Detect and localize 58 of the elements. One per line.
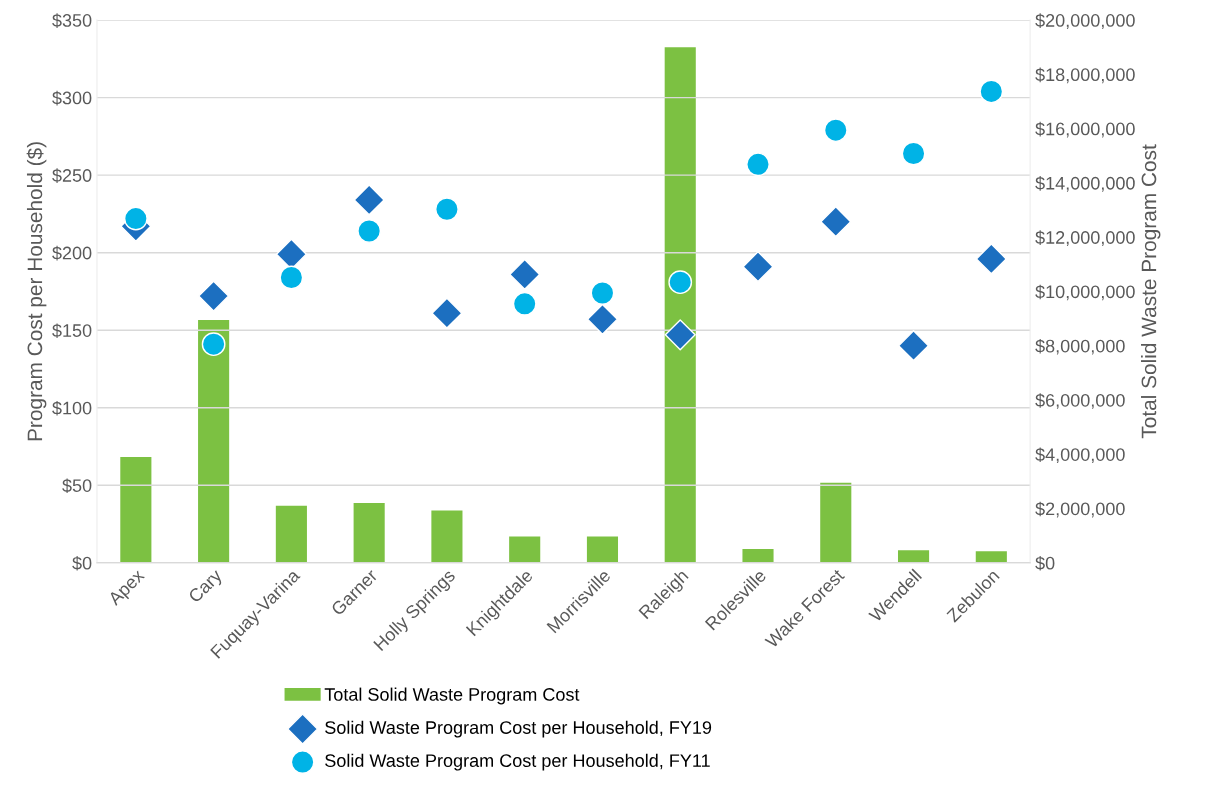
y-axis-title: Program Cost per Household ($) bbox=[26, 142, 47, 441]
point bbox=[201, 332, 226, 357]
point bbox=[512, 291, 537, 316]
point bbox=[198, 280, 230, 312]
bar bbox=[820, 482, 852, 563]
y-tick-label: $350 bbox=[52, 13, 92, 28]
bar bbox=[975, 551, 1007, 563]
y2-tick-label: $10,000,000 bbox=[1035, 284, 1135, 301]
point bbox=[897, 330, 930, 362]
bar bbox=[431, 510, 463, 563]
y-tick-label: $0 bbox=[72, 555, 92, 571]
point bbox=[431, 297, 463, 329]
legend-label: Total Solid Waste Program Cost bbox=[324, 687, 580, 705]
point bbox=[823, 118, 848, 143]
point bbox=[123, 206, 148, 231]
y2-tick-label: $4,000,000 bbox=[1035, 447, 1125, 464]
point bbox=[668, 270, 693, 295]
legend-label: Solid Waste Program Cost per Household, FY19 bbox=[325, 720, 712, 738]
point bbox=[820, 206, 852, 238]
bar bbox=[586, 536, 619, 563]
point bbox=[979, 79, 1004, 104]
point bbox=[586, 303, 619, 335]
y2-tick-label: $16,000,000 bbox=[1035, 121, 1135, 138]
y2-tick-label: $12,000,000 bbox=[1035, 230, 1135, 247]
point bbox=[975, 243, 1007, 275]
point bbox=[664, 319, 696, 351]
y2-axis-title: Total Solid Waste Program Cost bbox=[1141, 144, 1161, 439]
bar bbox=[120, 456, 152, 563]
y2-tick-label: $2,000,000 bbox=[1035, 501, 1125, 518]
y-tick-label: $200 bbox=[52, 245, 92, 261]
point bbox=[357, 219, 382, 243]
y2-tick-label: $18,000,000 bbox=[1035, 67, 1135, 84]
y2-tick-label: $0 bbox=[1035, 555, 1055, 571]
point bbox=[279, 265, 304, 290]
bar bbox=[353, 503, 385, 563]
point bbox=[509, 258, 541, 290]
y2-tick-label: $14,000,000 bbox=[1035, 176, 1135, 192]
point bbox=[353, 184, 385, 216]
point bbox=[590, 281, 615, 305]
bar bbox=[664, 47, 696, 563]
legend-label: Solid Waste Program Cost per Household, FY11 bbox=[325, 753, 710, 771]
bar bbox=[509, 536, 541, 563]
point bbox=[746, 152, 770, 177]
point bbox=[435, 197, 459, 222]
y-tick-label: $50 bbox=[62, 478, 92, 494]
bar bbox=[742, 548, 774, 563]
bar bbox=[275, 505, 307, 563]
point bbox=[901, 141, 926, 166]
bar bbox=[198, 319, 230, 563]
point bbox=[742, 251, 774, 283]
bar bbox=[897, 550, 930, 563]
y-tick-label: $150 bbox=[52, 323, 92, 339]
y-tick-label: $100 bbox=[52, 400, 92, 416]
y-tick-label: $250 bbox=[52, 168, 92, 183]
y2-tick-label: $6,000,000 bbox=[1035, 393, 1125, 409]
y-tick-label: $300 bbox=[52, 90, 92, 106]
y2-tick-label: $20,000,000 bbox=[1035, 13, 1135, 29]
y2-tick-label: $8,000,000 bbox=[1035, 338, 1125, 355]
